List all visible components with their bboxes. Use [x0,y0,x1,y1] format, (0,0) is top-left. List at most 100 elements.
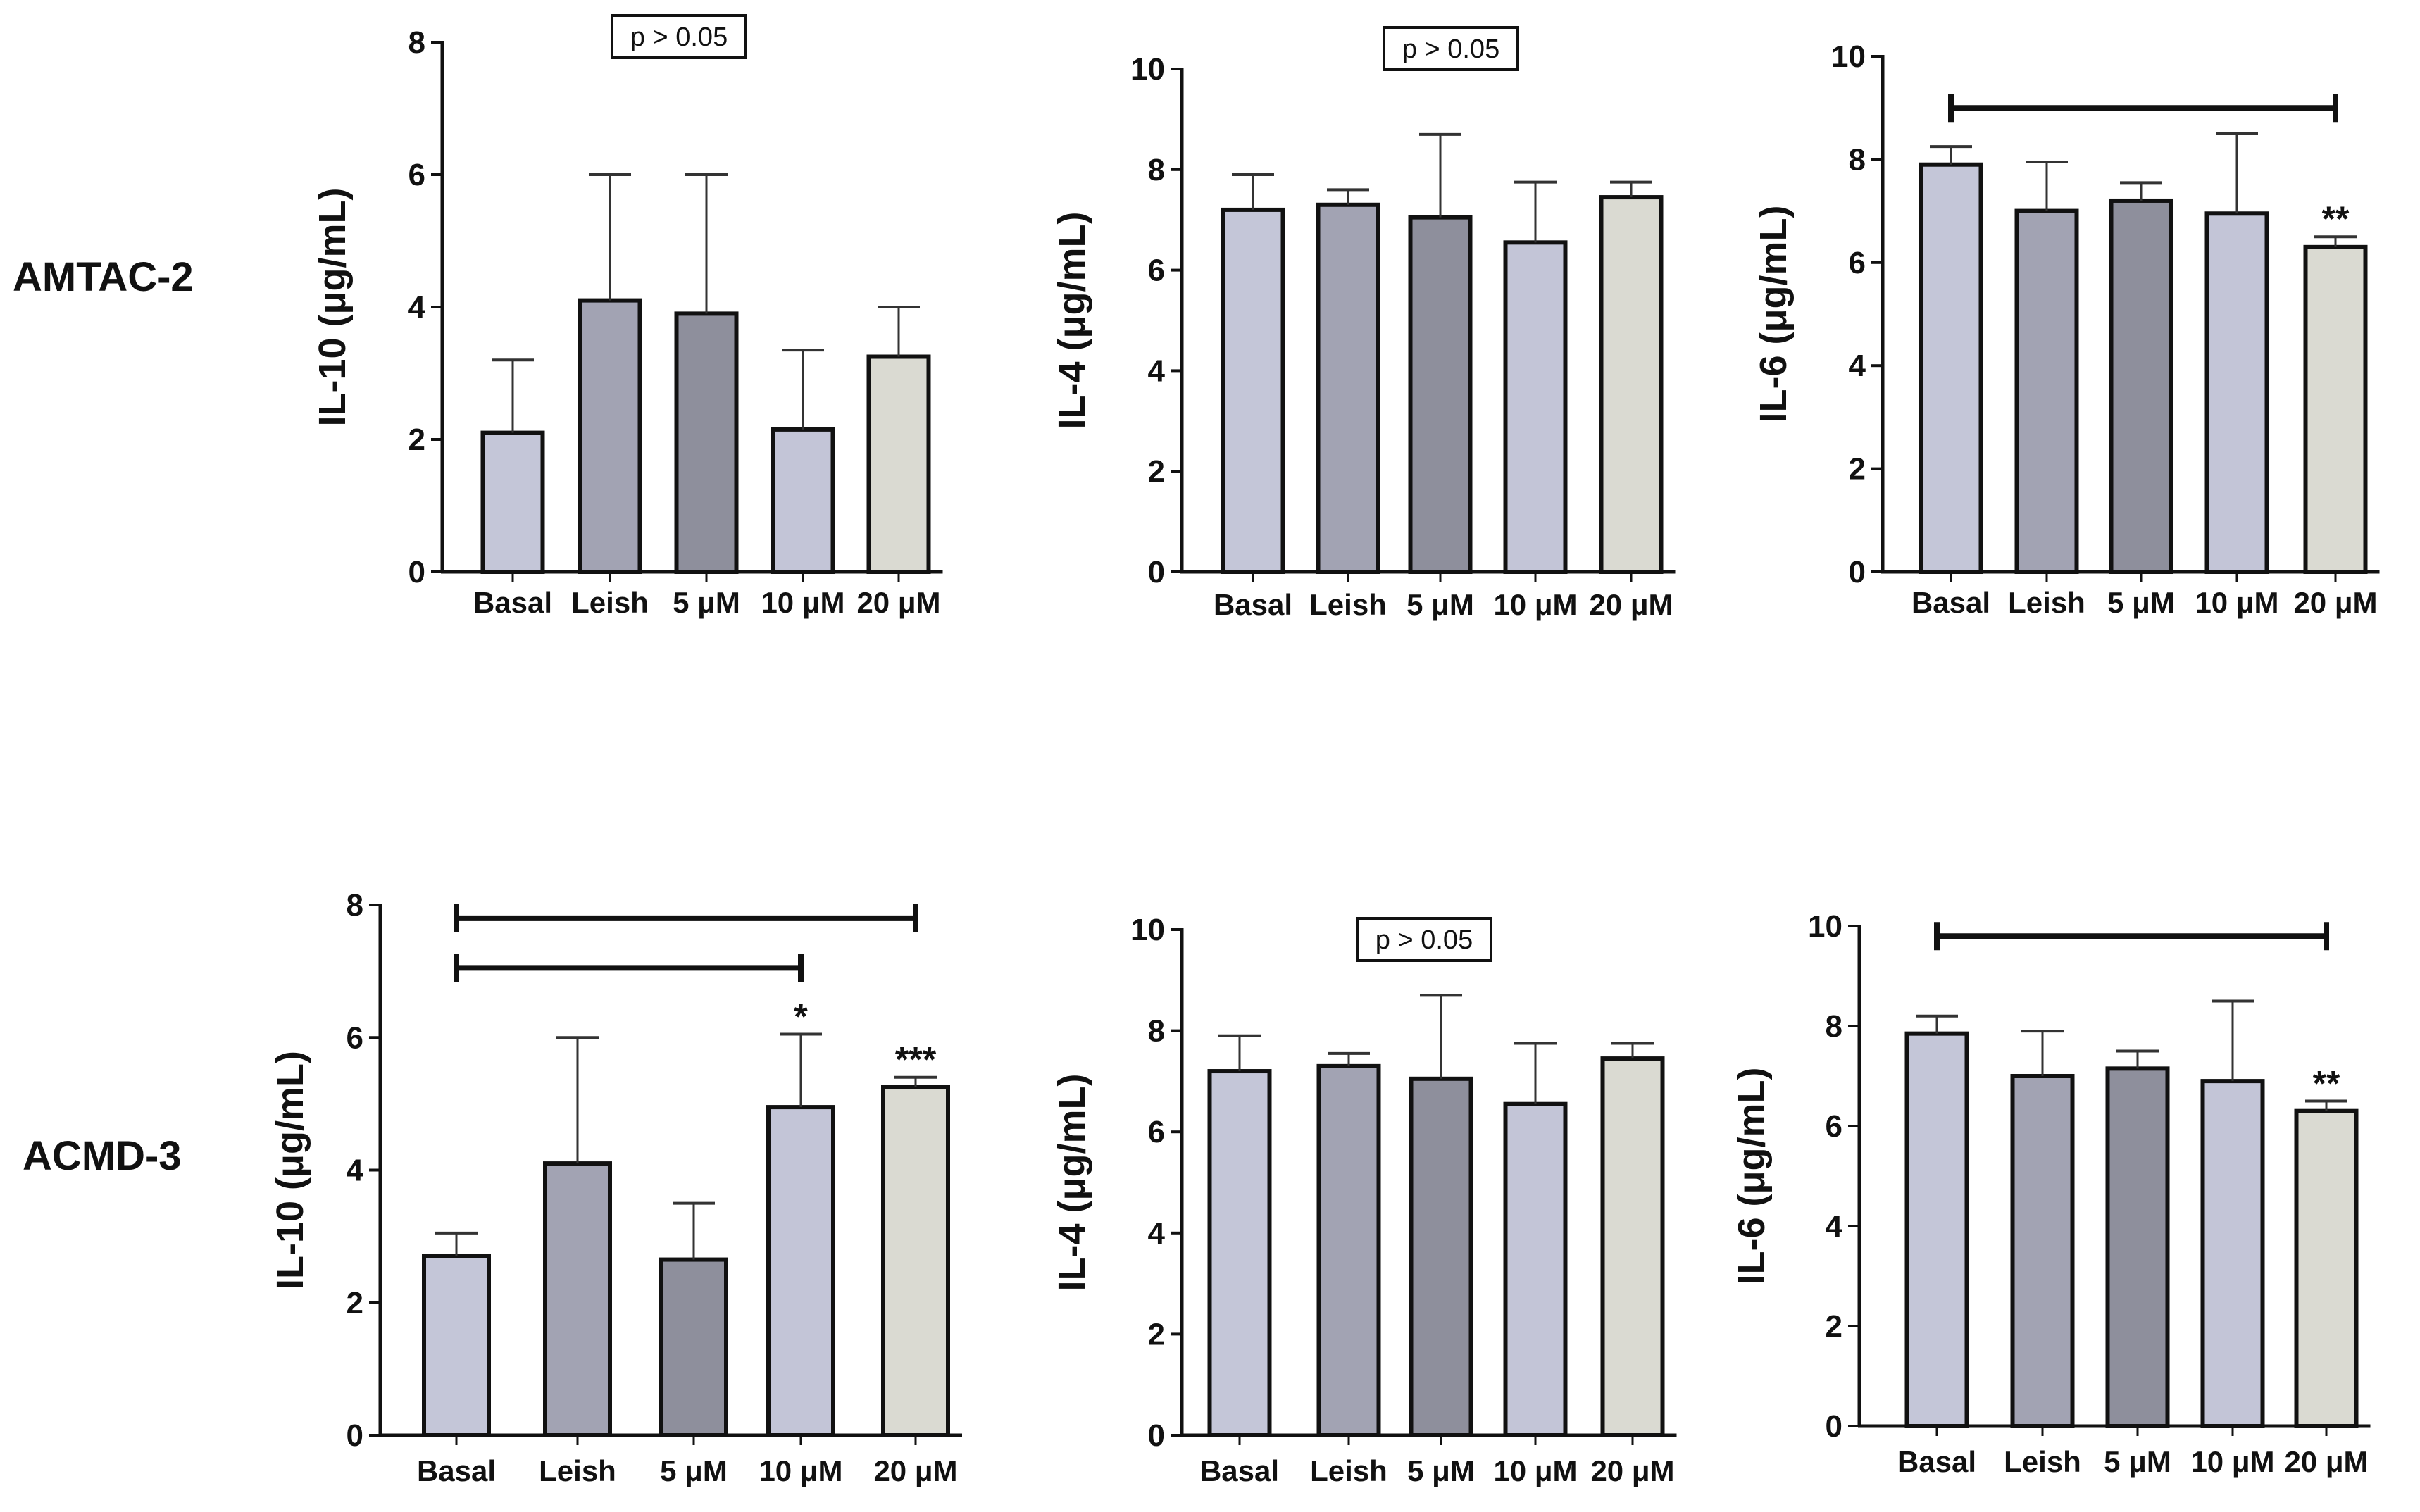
x-tick-label: 20 μM [1589,588,1673,621]
y-tick-label: 2 [347,1286,363,1320]
y-tick-label: 10 [1130,913,1165,947]
y-tick-label: 10 [1808,909,1842,944]
chart-panel-3: 0 2 4 6 8 10 IL-6 (μg/mL) Basal Leish 5 μM 10 μM 20… [1752,39,2380,619]
y-tick-label: 2 [1826,1309,1842,1344]
y-tick-label: 8 [1148,153,1165,187]
x-tick-label: Leish [539,1454,616,1487]
y-tick-label: 4 [1148,1216,1166,1251]
x-tick-label: 20 μM [2284,1445,2368,1478]
y-tick-label: 6 [1826,1109,1842,1144]
x-tick-label: Leish [1310,1454,1387,1487]
significance-stars: * [794,997,808,1037]
bar-4 [771,427,835,575]
y-tick-label: 8 [408,25,425,60]
chart-panel-1: 0 2 4 6 8 IL-10 (μg/mL) Basal Leish 5 μM 10 μM 20 … [311,14,943,619]
x-tick-label: 10 μM [2195,586,2278,619]
x-tick-label: 20 μM [873,1454,957,1487]
x-tick-label: 5 μM [2107,586,2175,619]
x-tick-label: 5 μM [673,586,740,619]
y-tick-label: 8 [347,888,363,923]
bar-5 [2294,1108,2359,1428]
pvalue-box [1383,26,1519,71]
x-tick-label: Basal [1214,588,1292,621]
y-tick-label: 2 [1148,454,1165,489]
bar-2 [2014,208,2079,575]
bar-4 [1503,1101,1568,1437]
bar-3 [2109,198,2173,574]
bar-4 [766,1105,835,1438]
x-tick-label: Basal [1897,1445,1976,1478]
y-tick-label: 0 [1826,1409,1842,1444]
y-tick-label: 6 [1148,254,1165,288]
bar-2 [543,1161,612,1438]
x-tick-label: Basal [1911,586,1990,619]
y-tick-label: 0 [1148,1418,1165,1453]
x-tick-label: 10 μM [761,586,844,619]
y-tick-label: 8 [1849,142,1866,177]
bar-1 [1904,1031,1969,1428]
x-tick-label: Basal [1200,1454,1279,1487]
y-tick-label: 10 [1130,52,1165,87]
bar-2 [578,298,642,574]
x-tick-label: Leish [571,586,649,619]
x-tick-label: Leish [2004,1445,2081,1478]
bar-4 [2200,1079,2265,1428]
x-tick-label: 20 μM [856,586,940,619]
x-tick-label: 20 μM [1590,1454,1674,1487]
bar-5 [1599,195,1664,574]
y-axis-title: IL-6 (μg/mL) [1730,1068,1773,1285]
y-axis-title: IL-4 (μg/mL) [1051,1074,1093,1292]
bar-5 [866,354,931,574]
y-axis-title: IL-10 (μg/mL) [311,187,354,426]
significance-stars: ** [2313,1064,2340,1104]
bar-5 [881,1085,950,1437]
x-tick-label: 20 μM [2293,586,2377,619]
bar-5 [2303,244,2368,574]
bar-4 [2204,211,2269,574]
bar-3 [659,1257,728,1437]
x-tick-label: 5 μM [1407,1454,1475,1487]
y-tick-label: 6 [1849,246,1866,280]
bar-1 [1221,207,1285,575]
bar-3 [1408,215,1473,574]
x-tick-label: Leish [2008,586,2085,619]
x-tick-label: 10 μM [1493,588,1577,621]
bar-2 [2010,1074,2075,1428]
pvalue-box [1356,917,1492,962]
y-axis-title: IL-10 (μg/mL) [269,1051,311,1289]
y-tick-label: 0 [347,1418,363,1453]
y-tick-label: 2 [408,423,425,457]
row-label-amtac2: AMTAC-2 [13,254,194,300]
row-label-acmd3: ACMD-3 [23,1133,182,1179]
pvalue-box [611,14,747,59]
x-tick-label: 10 μM [759,1454,842,1487]
bar-3 [1409,1076,1473,1438]
y-tick-label: 4 [1826,1209,1843,1244]
y-axis-title: IL-6 (μg/mL) [1752,206,1795,423]
y-tick-label: 4 [1148,354,1166,388]
bar-2 [1316,202,1380,574]
x-tick-label: 5 μM [1407,588,1474,621]
chart-panel-4: 0 2 4 6 8 IL-10 (μg/mL) Basal Leish 5 μM 10 μM * 20… [269,888,962,1487]
y-tick-label: 4 [347,1154,364,1188]
bar-3 [674,311,739,574]
bar-1 [480,430,545,574]
y-axis-title: IL-4 (μg/mL) [1051,212,1093,430]
x-tick-label: 10 μM [2190,1445,2274,1478]
chart-panel-2: 0 2 4 6 8 10 IL-4 (μg/mL) Basal Leish 5 μM 10 μM 20… [1051,26,1676,621]
pvalue-label: p > 0.05 [1376,925,1473,955]
chart-panel-6: 0 2 4 6 8 10 IL-6 (μg/mL) Basal Leish 5 μM 10 μM 20… [1730,909,2371,1478]
x-tick-label: Basal [473,586,552,619]
pvalue-label: p > 0.05 [1402,35,1499,64]
y-tick-label: 10 [1831,39,1866,74]
y-tick-label: 8 [1148,1014,1165,1049]
x-tick-label: Leish [1309,588,1387,621]
y-tick-label: 2 [1148,1317,1165,1351]
bar-2 [1316,1063,1381,1437]
significance-stars: ** [2322,199,2350,239]
y-tick-label: 0 [1849,555,1866,589]
x-tick-label: 5 μM [2104,1445,2171,1478]
x-tick-label: Basal [417,1454,496,1487]
